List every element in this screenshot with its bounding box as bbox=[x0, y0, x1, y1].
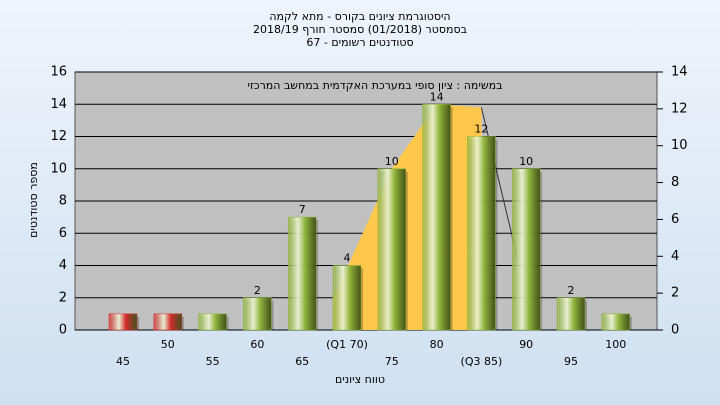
x-tick-label: 60 bbox=[250, 338, 264, 351]
data-label: 4 bbox=[344, 252, 351, 265]
y-tick-label: 16 bbox=[50, 65, 67, 80]
y2-tick-label: 2 bbox=[671, 286, 679, 301]
data-label: 10 bbox=[519, 155, 533, 168]
bar bbox=[601, 313, 631, 331]
data-label: 12 bbox=[474, 123, 488, 136]
y-tick-label: 2 bbox=[59, 290, 67, 305]
y-tick-label: 4 bbox=[59, 258, 67, 273]
bar bbox=[198, 313, 227, 331]
y2-tick-label: 10 bbox=[671, 138, 688, 153]
y-tick-label: 8 bbox=[59, 194, 67, 209]
data-label: 2 bbox=[568, 284, 575, 297]
y2-tick-label: 0 bbox=[671, 323, 679, 338]
chart-subtitle: בסמסטר (01/2018) סמסטר חורף 2018/19 bbox=[253, 23, 467, 36]
x-tick-label: 95 bbox=[564, 355, 578, 368]
y-tick-label: 14 bbox=[50, 97, 67, 112]
data-label: 7 bbox=[299, 203, 306, 216]
x-tick-label: (Q1 70) bbox=[326, 338, 368, 351]
y2-tick-label: 4 bbox=[671, 249, 679, 264]
bar bbox=[287, 216, 317, 331]
bar bbox=[377, 168, 407, 331]
bar bbox=[153, 313, 183, 331]
x-tick-label: (Q3 85) bbox=[461, 355, 503, 368]
bar bbox=[422, 104, 451, 331]
x-tick-label: 65 bbox=[295, 355, 309, 368]
x-tick-label: 90 bbox=[519, 338, 533, 351]
data-label: 2 bbox=[254, 284, 261, 297]
x-tick-label: 75 bbox=[385, 355, 399, 368]
y2-tick-label: 12 bbox=[671, 101, 688, 116]
x-tick-label: 45 bbox=[116, 355, 130, 368]
bar bbox=[108, 313, 138, 331]
bar bbox=[556, 297, 586, 331]
y2-tick-label: 8 bbox=[671, 175, 679, 190]
y-tick-label: 10 bbox=[50, 161, 67, 176]
x-tick-label: 55 bbox=[206, 355, 220, 368]
bar bbox=[332, 265, 362, 331]
quartile-whisker bbox=[480, 107, 518, 258]
x-axis-label: טווח ציונים bbox=[335, 373, 385, 386]
chart-subtitle: סטודנטים רשומים - 67 bbox=[306, 36, 413, 49]
y2-tick-label: 6 bbox=[671, 212, 679, 227]
bar bbox=[243, 297, 272, 331]
y-tick-label: 0 bbox=[59, 323, 67, 338]
data-label: 10 bbox=[385, 155, 399, 168]
chart-title: היסטוגרמת ציונים בקורס - מתא לקמה bbox=[269, 10, 450, 23]
x-tick-label: 80 bbox=[430, 338, 444, 351]
y-tick-label: 12 bbox=[50, 129, 67, 144]
annotation: במשימה : ציון סופי במערכת האקדמית במחשב … bbox=[248, 79, 503, 92]
x-tick-label: 50 bbox=[161, 338, 175, 351]
y-axis-label: מספר סטודנטים bbox=[27, 162, 40, 238]
y-tick-label: 6 bbox=[59, 226, 67, 241]
bar bbox=[511, 168, 541, 331]
x-tick-label: 100 bbox=[605, 338, 626, 351]
bar bbox=[467, 136, 496, 331]
data-label: 14 bbox=[430, 90, 444, 103]
y2-tick-label: 14 bbox=[671, 65, 688, 80]
